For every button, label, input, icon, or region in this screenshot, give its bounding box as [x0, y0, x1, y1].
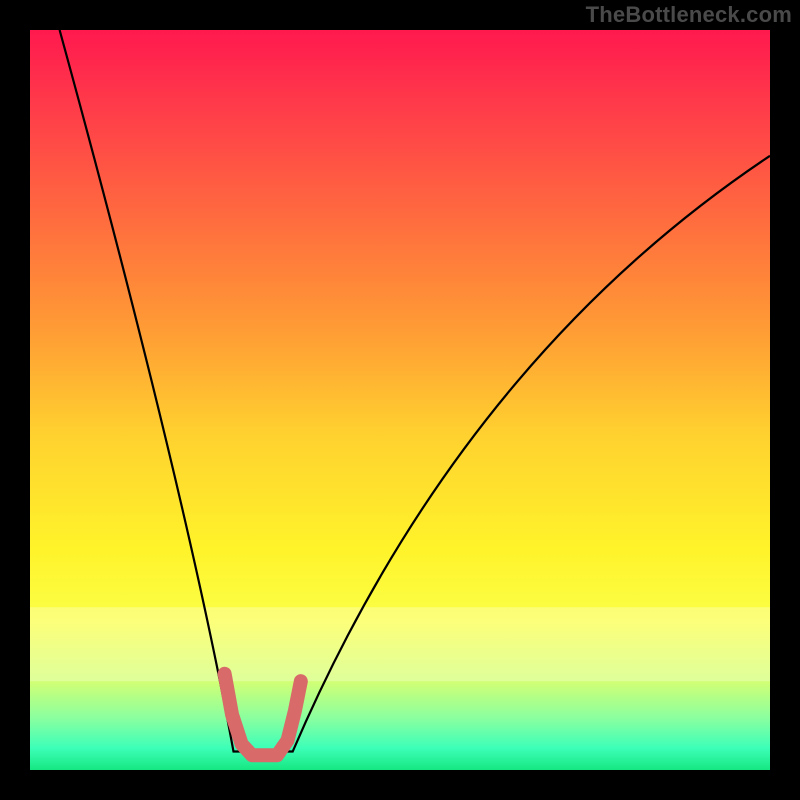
pale-band	[30, 607, 770, 681]
chart-frame: TheBottleneck.com	[0, 0, 800, 800]
chart-svg	[0, 0, 800, 800]
